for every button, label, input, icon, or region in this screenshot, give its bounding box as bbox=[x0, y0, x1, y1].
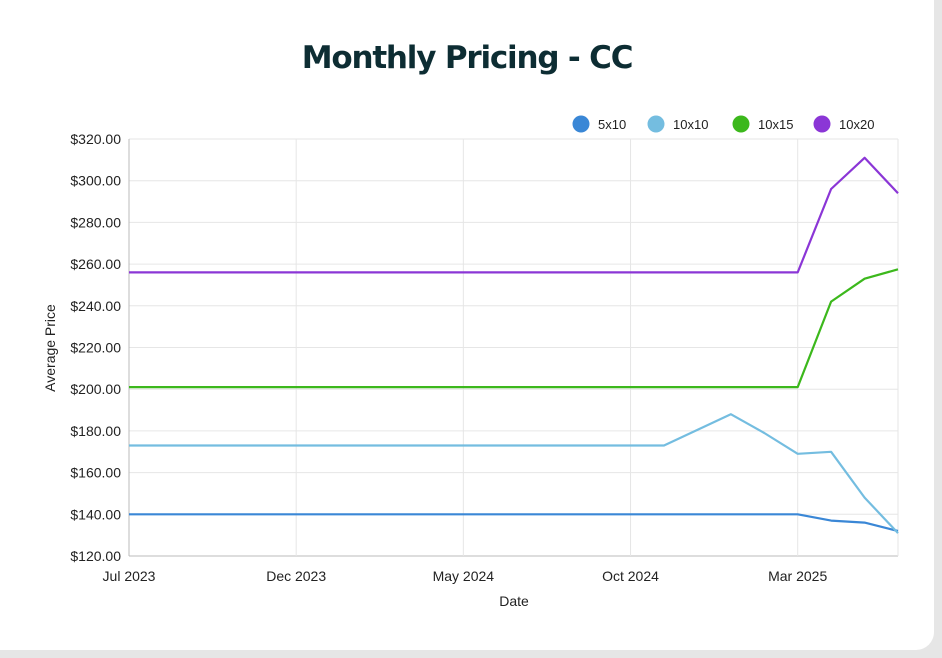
y-tick-label: $160.00 bbox=[70, 465, 121, 481]
series-line-10x15 bbox=[129, 268, 899, 389]
series-lines bbox=[129, 156, 899, 534]
chart-card: Monthly Pricing - CC bbox=[0, 0, 934, 650]
y-tick-label: $320.00 bbox=[70, 131, 121, 147]
series-line-5x10 bbox=[129, 513, 899, 533]
y-tick-label: $220.00 bbox=[70, 340, 121, 356]
y-tick-label: $140.00 bbox=[70, 506, 121, 522]
legend-label-10x10: 10x10 bbox=[673, 117, 708, 132]
series-line-10x20 bbox=[129, 156, 899, 274]
y-axis-ticks: $120.00 $140.00 $160.00 $180.00 $200.00 $220.… bbox=[70, 131, 121, 564]
y-tick-label: $300.00 bbox=[70, 173, 121, 189]
grid bbox=[128, 138, 899, 557]
y-tick-label: $240.00 bbox=[70, 298, 121, 314]
legend-marker-10x10 bbox=[647, 115, 665, 133]
legend-label-5x10: 5x10 bbox=[598, 117, 626, 132]
chart-title: Monthly Pricing - CC bbox=[301, 40, 634, 76]
y-axis-label: Average Price bbox=[42, 304, 58, 392]
legend-marker-10x20 bbox=[813, 115, 831, 133]
y-tick-label: $180.00 bbox=[70, 423, 121, 439]
y-tick-label: $260.00 bbox=[70, 256, 121, 272]
legend-marker-5x10 bbox=[572, 115, 590, 133]
x-axis-label: Date bbox=[499, 593, 529, 609]
legend: 5x10 10x10 10x15 10x20 bbox=[572, 115, 874, 133]
y-tick-label: $120.00 bbox=[70, 548, 121, 564]
x-tick-label: Jul 2023 bbox=[103, 568, 156, 584]
y-tick-label: $280.00 bbox=[70, 214, 121, 230]
y-tick-label: $200.00 bbox=[70, 381, 121, 397]
x-tick-label: Dec 2023 bbox=[266, 568, 326, 584]
x-tick-label: Mar 2025 bbox=[768, 568, 827, 584]
legend-marker-10x15 bbox=[732, 115, 750, 133]
x-tick-label: Oct 2024 bbox=[602, 568, 659, 584]
series-line-10x10 bbox=[129, 413, 899, 534]
x-tick-label: May 2024 bbox=[433, 568, 495, 584]
legend-label-10x15: 10x15 bbox=[758, 117, 793, 132]
legend-label-10x20: 10x20 bbox=[839, 117, 874, 132]
x-axis-ticks: Jul 2023 Dec 2023 May 2024 Oct 2024 Mar 2025 bbox=[103, 568, 828, 584]
